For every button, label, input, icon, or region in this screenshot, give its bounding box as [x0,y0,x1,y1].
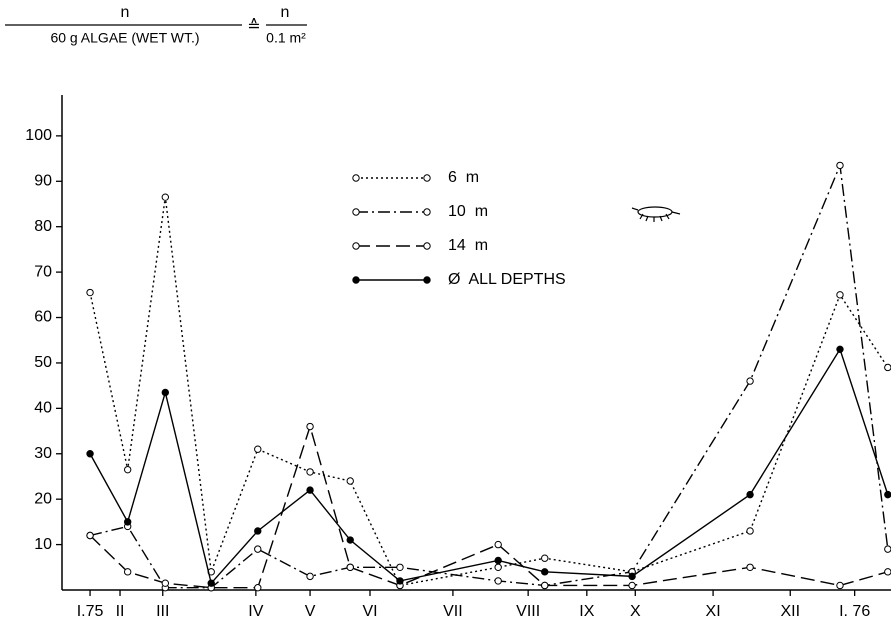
data-point [346,477,354,485]
y-tick-label: 10 [34,536,52,553]
x-tick-label: VII [443,603,463,620]
data-point [306,572,314,581]
data-point [884,490,891,499]
x-tick-label: VI [362,603,377,620]
data-point [396,563,404,571]
series-line [89,162,889,589]
data-point [254,445,262,453]
data-point [746,527,754,535]
formula-numerator: n [281,4,290,21]
data-point [494,563,502,571]
data-point [746,563,754,571]
series-line [89,347,889,585]
series-line [89,424,889,589]
legend-marker [423,174,431,182]
data-point [306,468,314,476]
y-tick-label: 80 [34,218,52,235]
y-tick-label: 30 [34,445,52,462]
legend-marker [352,208,360,216]
x-tick-label: IV [248,603,263,620]
x-tick-label: XII [780,603,800,620]
x-tick-label: VIII [516,603,540,620]
data-point [254,584,262,592]
data-point [884,545,891,553]
legend-label: Ø ALL DEPTHS [448,271,566,288]
y-tick-label: 20 [34,490,52,507]
formula-equals: ≙ [247,18,260,35]
data-point [836,161,844,170]
data-point [123,568,132,576]
data-point [628,581,636,590]
isopod-icon [631,206,681,222]
data-point [541,568,549,576]
data-point [494,577,502,585]
data-point [161,193,170,201]
data-point [541,581,549,590]
legend-label: 14 m [448,237,488,254]
x-tick-label: II [116,603,125,620]
x-tick-label: XI [706,603,721,620]
y-tick-label: 40 [34,400,52,417]
legend-marker [423,242,431,250]
data-point [86,288,94,297]
data-point [86,450,94,458]
data-point [161,388,170,397]
y-tick-label: 100 [25,127,52,144]
data-point [86,531,94,540]
y-tick-label: 50 [34,354,52,371]
data-point [346,563,354,571]
formula-numerator: n [121,4,130,21]
x-tick-label: X [630,603,641,620]
legend-label: 6 m [448,169,479,186]
y-tick-label: 90 [34,173,52,190]
y-tick-label: 70 [34,263,52,280]
data-point [884,363,891,372]
data-point [628,572,636,581]
legend-marker [423,208,431,216]
data-point [494,540,502,549]
series-line [89,197,889,587]
data-point [884,568,891,576]
data-point [541,554,549,562]
data-point [254,545,262,553]
data-point [396,577,404,585]
legend-marker [352,174,360,182]
x-tick-label: I. 76 [839,603,870,620]
formula-denominator: 60 g ALGAE (WET WT.) [50,30,199,46]
x-tick-label: III [156,603,169,620]
legend-marker [423,276,431,284]
x-tick-label: V [305,603,316,620]
formula-denominator: 0.1 m² [266,30,306,46]
data-point [161,579,170,587]
data-point [306,422,314,431]
data-point [836,345,844,354]
legend-marker [352,242,360,250]
data-point [207,579,215,587]
legend-label: 10 m [448,203,488,220]
data-point [836,291,844,299]
data-point [254,527,262,535]
x-tick-label: I.75 [77,603,104,620]
data-point [306,486,314,494]
data-point [123,518,132,526]
x-tick-label: IX [579,603,594,620]
data-point [123,465,132,474]
data-point [836,581,844,590]
data-point [494,556,502,565]
data-point [346,536,354,544]
legend-marker [352,276,360,284]
data-point [746,377,754,385]
data-point [746,490,754,499]
y-tick-label: 60 [34,309,52,326]
